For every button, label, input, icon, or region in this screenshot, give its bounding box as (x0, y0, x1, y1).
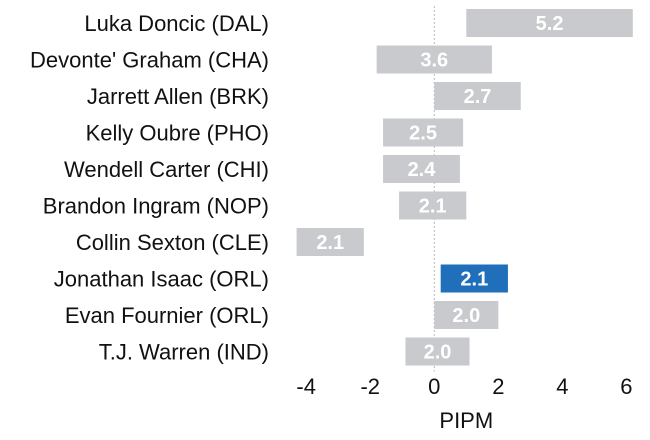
x-axis-title: PIPM (439, 408, 493, 433)
player-label: Luka Doncic (DAL) (84, 11, 269, 36)
bar-value-label: 2.7 (464, 86, 492, 108)
player-label: Jarrett Allen (BRK) (87, 84, 269, 109)
bar (399, 191, 467, 220)
x-tick-label: -4 (296, 374, 316, 399)
player-label: Collin Sexton (CLE) (76, 230, 269, 255)
x-tick-label: 0 (428, 374, 440, 399)
bar-value-label: 2.1 (460, 269, 488, 291)
bar (376, 45, 492, 74)
x-tick-label: 2 (492, 374, 504, 399)
bar-value-label: 2.5 (409, 123, 437, 145)
bar (466, 9, 633, 37)
bar-value-label: 2.1 (316, 232, 344, 254)
bar-value-label: 3.6 (420, 50, 448, 72)
bar-value-label: 2.1 (419, 196, 447, 218)
bar (383, 155, 460, 183)
bar-value-label: 2.4 (408, 159, 437, 181)
bar-value-label: 2.0 (452, 305, 480, 327)
bar-value-label: 2.0 (424, 342, 452, 364)
player-label: Evan Fournier (ORL) (65, 303, 269, 328)
player-label: Devonte' Graham (CHA) (30, 48, 269, 73)
labels-layer: Luka Doncic (DAL) Devonte' Graham (CHA) Ja… (30, 11, 269, 365)
x-axis: -4 -2 0 2 4 6 (296, 374, 632, 399)
bar (296, 228, 364, 256)
player-label: Wendell Carter (CHI) (64, 157, 269, 182)
player-label: Kelly Oubre (PHO) (86, 121, 269, 146)
player-label: Jonathan Isaac (ORL) (54, 267, 269, 292)
bar (434, 301, 499, 329)
player-label: Brandon Ingram (NOP) (43, 194, 269, 219)
bar (434, 82, 521, 110)
x-tick-label: -2 (360, 374, 380, 399)
bar (405, 337, 470, 366)
bars-layer: 5.2 3.6 2.7 2.5 2.4 2.1 2.1 2.1 2.02.0 (296, 6, 633, 372)
bar-value-label: 5.2 (536, 13, 564, 35)
bar (383, 118, 464, 147)
highlighted-bar (440, 264, 508, 293)
x-tick-label: 6 (620, 374, 632, 399)
player-label: T.J. Warren (IND) (99, 340, 269, 365)
x-tick-label: 4 (556, 374, 568, 399)
